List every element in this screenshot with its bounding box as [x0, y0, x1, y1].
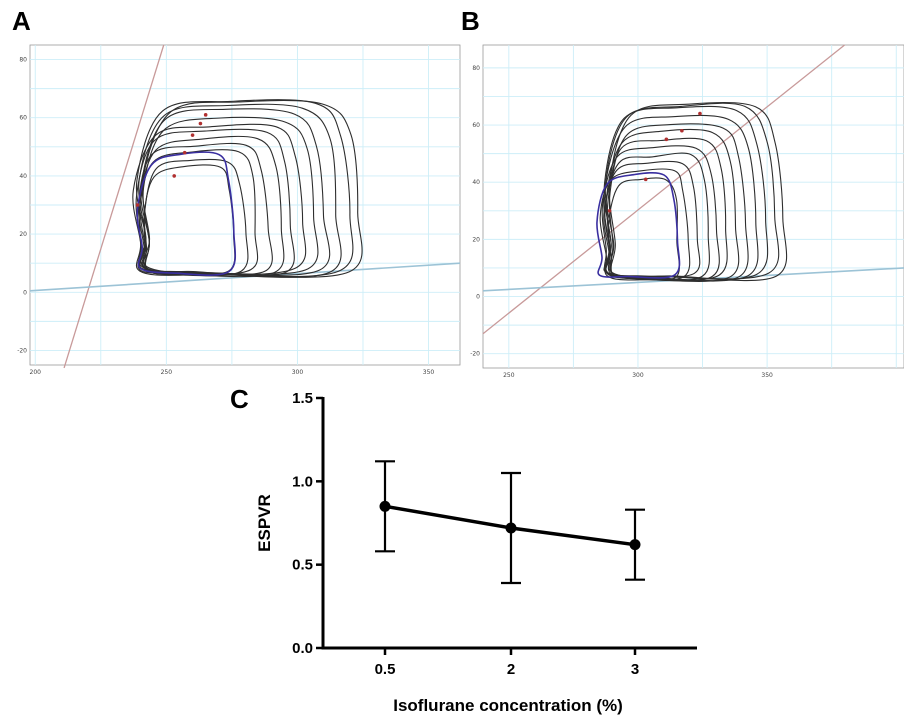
panel-a-end-systolic-point — [198, 121, 203, 126]
panel-c-x-tick-label: 2 — [507, 661, 515, 678]
panel-a-highlighted-pv-loop — [136, 151, 237, 276]
panel-b-end-systolic-point — [643, 177, 648, 182]
panel-c-y-tick-label: 1.0 — [292, 473, 313, 490]
panel-a-tick-labels: 200 250 300 350 -20 0 20 40 60 80 — [17, 57, 434, 376]
panel-a-y-tick-label: 0 — [23, 289, 27, 296]
panel-b-highlighted-pv-loop — [596, 171, 681, 279]
panel-b-end-systolic-point — [664, 137, 669, 142]
panel-a-x-tick-label: 200 — [30, 369, 42, 376]
panel-a-y-tick-label: 40 — [19, 173, 27, 180]
panel-b-espvr-line — [482, 44, 846, 335]
panel-b-pv-loops: 250 300 350 -20 0 20 40 60 80 — [470, 44, 904, 379]
panel-a-y-tick-label: 60 — [19, 115, 27, 122]
panel-c-letter: C — [230, 384, 249, 414]
panel-c-espvr-chart: 0.0 0.5 1.0 1.5 0.5 2 3 Isoflurane concentrat… — [255, 390, 697, 715]
panel-a-x-tick-label: 250 — [161, 369, 173, 376]
panel-c-series — [375, 460, 645, 585]
panel-a-x-tick-label: 300 — [292, 369, 304, 376]
panel-b-loops — [596, 101, 788, 282]
panel-b-end-systolic-point — [607, 208, 612, 213]
panel-a-pv-loops: 200 250 300 350 -20 0 20 40 60 80 — [17, 44, 461, 376]
panel-b-y-tick-label: 60 — [472, 122, 480, 129]
panel-c-x-axis-label: Isoflurane concentration (%) — [393, 696, 623, 715]
panel-b-end-systolic-point — [680, 128, 684, 133]
panel-a-letter: A — [12, 6, 31, 36]
panel-c-y-axis-label: ESPVR — [255, 494, 274, 552]
panel-b-grid — [483, 45, 904, 368]
panel-b-x-tick-label: 350 — [761, 372, 773, 379]
panel-b-frame — [482, 44, 904, 369]
panel-c-y-ticks: 0.0 0.5 1.0 1.5 — [292, 390, 323, 657]
panel-c-y-tick-label: 0.5 — [292, 557, 313, 574]
panel-b-end-systolic-points — [607, 111, 702, 213]
panel-b-x-tick-label: 250 — [503, 372, 515, 379]
panel-a-end-systolic-points — [135, 113, 208, 207]
panel-a-end-systolic-point — [190, 133, 195, 137]
panel-b-tick-labels: 250 300 350 -20 0 20 40 60 80 — [470, 65, 773, 379]
panel-a-loops — [132, 99, 363, 278]
panel-b-y-tick-label: 40 — [472, 179, 480, 186]
panel-a-y-tick-label: 20 — [19, 231, 27, 238]
panel-c-y-tick-label: 1.5 — [292, 390, 313, 407]
panel-c-data-point — [379, 500, 391, 512]
panel-b-pv-loop — [603, 114, 759, 282]
panel-b-pv-loop — [608, 101, 788, 282]
panel-b-y-tick-label: 80 — [472, 65, 480, 72]
panel-a-end-systolic-point — [182, 150, 187, 155]
panel-b-x-tick-label: 300 — [632, 372, 644, 379]
panel-c-x-ticks: 0.5 2 3 — [375, 648, 639, 678]
panel-b-y-tick-label: -20 — [470, 351, 480, 358]
panel-b-y-tick-label: 20 — [472, 236, 480, 243]
panel-c-data-point — [505, 522, 517, 534]
panel-c-x-tick-label: 0.5 — [375, 661, 396, 678]
panel-a-y-tick-label: -20 — [17, 347, 27, 354]
panel-a-y-tick-label: 80 — [19, 57, 27, 64]
panel-b-letter: B — [461, 6, 480, 36]
panel-a-end-systolic-point — [203, 113, 208, 117]
panel-a-x-tick-label: 350 — [423, 369, 435, 376]
panel-a-end-systolic-point — [135, 203, 140, 207]
panel-a-grid — [30, 45, 460, 365]
panel-b-end-systolic-point — [698, 111, 702, 116]
panel-c-y-tick-label: 0.0 — [292, 640, 313, 657]
panel-b-y-tick-label: 0 — [476, 294, 480, 301]
panel-a-espvr-line — [63, 44, 165, 369]
panel-c-x-tick-label: 3 — [631, 661, 639, 678]
panel-b-pv-loop — [604, 102, 780, 280]
panel-a-end-systolic-point — [172, 174, 177, 178]
panel-c-data-point — [629, 539, 641, 551]
